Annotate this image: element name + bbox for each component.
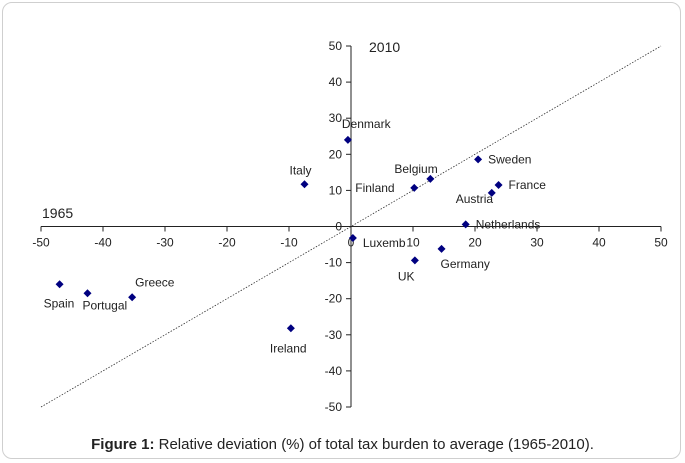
y-tick-label: 0	[335, 220, 342, 234]
data-point-sweden	[474, 155, 483, 164]
y-tick-label: 10	[329, 183, 343, 197]
data-point-spain	[55, 280, 64, 289]
data-point-finland	[410, 183, 419, 192]
diagonal-reference-line	[40, 45, 662, 408]
caption-text: Relative deviation (%) of total tax burd…	[154, 436, 594, 453]
x-tick-label: -40	[94, 236, 112, 250]
data-label-belgium: Belgium	[394, 162, 437, 176]
tick-labels: -50 -40 -30 -20 -10 0 10 20 30 40 50 -50 -40 -30 -20 -1…	[32, 39, 668, 414]
data-label-spain: Spain	[44, 296, 75, 310]
x-tick-label: -50	[32, 236, 50, 250]
x-tick-label: -30	[156, 236, 174, 250]
y-tick-label: 20	[329, 147, 343, 161]
caption-prefix: Figure 1:	[91, 436, 155, 453]
data-label-austria: Austria	[456, 192, 494, 206]
x-tick-label: 20	[468, 236, 482, 250]
data-point-belgium	[426, 174, 435, 183]
figure-frame	[2, 2, 681, 459]
data-point-greece	[128, 293, 137, 302]
y-tick-label: -30	[325, 328, 343, 342]
data-point-germany	[437, 244, 446, 253]
data-point-france	[494, 180, 503, 189]
y-tick-label: -40	[325, 364, 343, 378]
x-axis-label: 1965	[42, 205, 73, 221]
data-label-sweden: Sweden	[488, 152, 531, 166]
data-point-luxemb	[348, 234, 357, 243]
y-tick-label: 30	[329, 111, 343, 125]
data-point-netherlands	[461, 220, 470, 229]
x-tick-label: -10	[280, 236, 298, 250]
y-tick-label: -50	[325, 400, 343, 414]
data-point-austria	[487, 188, 496, 197]
data-point-denmark	[343, 135, 352, 144]
data-label-portugal: Portugal	[83, 298, 128, 312]
y-tick-label: 40	[329, 75, 343, 89]
data-point-uk	[410, 256, 419, 265]
x-tick-label: 50	[654, 236, 668, 250]
data-label-finland: Finland	[355, 181, 394, 195]
x-tick-label: 10	[406, 236, 420, 250]
x-tick-label: 0	[348, 236, 355, 250]
x-tick-label: 40	[592, 236, 606, 250]
data-label-france: France	[509, 178, 547, 192]
data-label-greece: Greece	[135, 275, 175, 289]
data-label-germany: Germany	[441, 257, 490, 271]
data-label-ireland: Ireland	[270, 341, 307, 355]
y-tick-label: -10	[325, 256, 343, 270]
y-tick-label: 50	[329, 39, 343, 53]
axes	[40, 45, 662, 408]
data-label-netherlands: Netherlands	[476, 217, 541, 231]
data-point-italy	[300, 180, 309, 189]
data-label-italy: Italy	[290, 163, 312, 177]
data-label-uk: UK	[398, 269, 415, 283]
x-tick-label: -20	[218, 236, 236, 250]
data-label-luxemb: Luxemb	[363, 236, 406, 250]
data-label-denmark: Denmark	[342, 117, 392, 131]
y-axis-label: 2010	[369, 39, 400, 55]
data-point-ireland	[286, 324, 295, 333]
x-tick-label: 30	[530, 236, 544, 250]
y-tick-label: -20	[325, 292, 343, 306]
figure-caption: Figure 1: Relative deviation (%) of tota…	[0, 436, 685, 453]
data-point-portugal	[83, 289, 92, 298]
